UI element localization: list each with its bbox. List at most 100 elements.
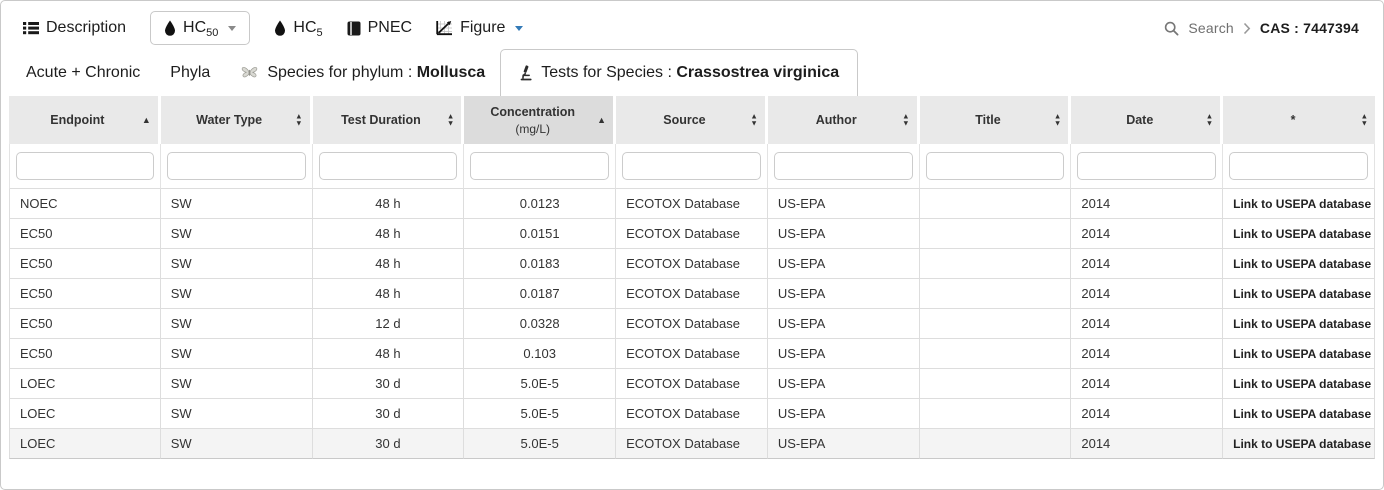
tab-acute-chronic-label: Acute + Chronic — [26, 63, 141, 81]
microscope-icon — [519, 65, 533, 81]
breadcrumb-search[interactable]: Search — [1188, 20, 1234, 36]
table-cell: 0.103 — [464, 339, 617, 369]
table-row: LOEC SW 30 d 5.0E-5 ECOTOX Database US-EPA 201… — [9, 399, 1375, 429]
usepa-link[interactable]: Link to USEPA database — [1233, 437, 1372, 451]
table-row: EC50 SW 12 d 0.0328 ECOTOX Database US-EPA 201… — [9, 309, 1375, 339]
table-cell: 2014 — [1071, 189, 1224, 219]
table-cell: 0.0183 — [464, 249, 617, 279]
tab-tests-for-species[interactable]: Tests for Species : Crassostrea virginic… — [500, 49, 859, 96]
column-filter-input-title[interactable] — [925, 152, 1065, 180]
column-header-author[interactable]: Author ▲ ▼ — [767, 96, 920, 144]
table-cell: ECOTOX Database — [616, 399, 768, 429]
table-cell: LOEC — [9, 399, 161, 429]
filter-cell-date — [1071, 144, 1224, 189]
table-cell: 5.0E-5 — [464, 429, 617, 459]
table-cell: ECOTOX Database — [616, 369, 768, 399]
tab-description[interactable]: Description — [23, 19, 126, 37]
column-header-water-type[interactable]: Water Type ▲ ▼ — [160, 96, 313, 144]
tab-acute-chronic[interactable]: Acute + Chronic — [11, 49, 155, 96]
table-cell: SW — [160, 339, 313, 369]
table-cell: LOEC — [9, 429, 161, 459]
column-header-star[interactable]: * ▲ ▼ — [1223, 96, 1375, 144]
table-cell: LOEC — [9, 369, 161, 399]
tab-tests-label: Tests for Species : Crassostrea virginic… — [541, 64, 840, 81]
table-cell: US-EPA — [767, 249, 920, 279]
table-cell: SW — [160, 189, 313, 219]
usepa-link[interactable]: Link to USEPA database — [1233, 227, 1372, 241]
column-header-concentration[interactable]: Concentration (mg/L) ▲ — [464, 96, 617, 144]
table-row: EC50 SW 48 h 0.0151 ECOTOX Database US-EPA 201… — [9, 219, 1375, 249]
chevron-down-icon — [228, 25, 237, 31]
tab-phyla[interactable]: Phyla — [155, 49, 225, 96]
column-header-title[interactable]: Title ▲ ▼ — [919, 96, 1072, 144]
table-header-row: Endpoint ▲ Water Type ▲ ▼ Test Duration ▲ ▼ Conc… — [9, 96, 1375, 144]
table-cell: 2014 — [1071, 279, 1224, 309]
column-filter-input-test-duration[interactable] — [318, 152, 458, 180]
usepa-link[interactable]: Link to USEPA database — [1233, 347, 1372, 361]
usepa-link[interactable]: Link to USEPA database — [1233, 197, 1372, 211]
column-filter-input-concentration[interactable] — [470, 152, 610, 180]
column-filter-input-water-type[interactable] — [166, 152, 306, 180]
column-header-endpoint[interactable]: Endpoint ▲ — [9, 96, 161, 144]
filter-cell-water-type — [160, 144, 313, 189]
column-filter-input-date[interactable] — [1077, 152, 1217, 180]
table-cell: US-EPA — [767, 279, 920, 309]
table-cell: 12 d — [312, 309, 465, 339]
tab-species-for-phylum[interactable]: Species for phylum : Mollusca — [225, 49, 500, 96]
column-filter-input-source[interactable] — [622, 152, 761, 180]
column-header-source[interactable]: Source ▲ ▼ — [616, 96, 768, 144]
table-cell: 0.0187 — [464, 279, 617, 309]
table-cell — [919, 339, 1072, 369]
tab-description-label: Description — [46, 19, 127, 36]
butterfly-icon — [240, 65, 259, 80]
column-header-test-duration[interactable]: Test Duration ▲ ▼ — [312, 96, 465, 144]
table-cell: 48 h — [312, 249, 465, 279]
tab-pnec-label: PNEC — [367, 19, 413, 36]
column-filter-input-endpoint[interactable] — [16, 152, 154, 180]
usepa-link[interactable]: Link to USEPA database — [1233, 317, 1372, 331]
table-cell: SW — [160, 369, 313, 399]
usepa-link[interactable]: Link to USEPA database — [1233, 257, 1372, 271]
table-cell: US-EPA — [767, 309, 920, 339]
sort-both-icon: ▲ ▼ — [1205, 111, 1214, 127]
link-cell: Link to USEPA database — [1223, 189, 1375, 219]
table-cell: 2014 — [1071, 249, 1224, 279]
table-cell: ECOTOX Database — [616, 279, 768, 309]
filter-cell-star — [1223, 144, 1375, 189]
table-cell: SW — [160, 399, 313, 429]
table-cell: EC50 — [9, 249, 161, 279]
tab-figure-label: Figure — [460, 19, 506, 36]
usepa-link[interactable]: Link to USEPA database — [1233, 407, 1372, 421]
column-header-date[interactable]: Date ▲ ▼ — [1071, 96, 1224, 144]
column-filter-input-author[interactable] — [773, 152, 913, 180]
usepa-link[interactable]: Link to USEPA database — [1233, 377, 1372, 391]
table-cell: ECOTOX Database — [616, 429, 768, 459]
link-cell: Link to USEPA database — [1223, 429, 1375, 459]
table-cell: SW — [160, 219, 313, 249]
table-cell: SW — [160, 429, 313, 459]
column-filter-input-star[interactable] — [1229, 152, 1368, 180]
tab-hc5-label: HC5 — [293, 19, 323, 40]
table-cell: 48 h — [312, 219, 465, 249]
table-cell: US-EPA — [767, 369, 920, 399]
table-row: EC50 SW 48 h 0.0187 ECOTOX Database US-EPA 201… — [9, 279, 1375, 309]
tab-figure[interactable]: Figure — [436, 19, 524, 37]
tab-pnec[interactable]: PNEC — [347, 19, 412, 37]
table-cell: ECOTOX Database — [616, 339, 768, 369]
breadcrumb: Search CAS : 7447394 — [1164, 20, 1359, 36]
usepa-link[interactable]: Link to USEPA database — [1233, 287, 1372, 301]
table-cell: ECOTOX Database — [616, 249, 768, 279]
link-cell: Link to USEPA database — [1223, 219, 1375, 249]
tab-hc5[interactable]: HC5 — [274, 19, 323, 40]
search-icon[interactable] — [1164, 21, 1179, 36]
table-cell: EC50 — [9, 279, 161, 309]
tab-hc50[interactable]: HC50 — [150, 11, 251, 45]
table-cell: 0.0151 — [464, 219, 617, 249]
table-cell: US-EPA — [767, 219, 920, 249]
link-cell: Link to USEPA database — [1223, 369, 1375, 399]
sort-both-icon: ▲ ▼ — [750, 111, 758, 127]
table-row: NOEC SW 48 h 0.0123 ECOTOX Database US-EPA 201… — [9, 189, 1375, 219]
table-cell — [919, 189, 1072, 219]
droplet-icon — [164, 20, 176, 36]
link-cell: Link to USEPA database — [1223, 399, 1375, 429]
